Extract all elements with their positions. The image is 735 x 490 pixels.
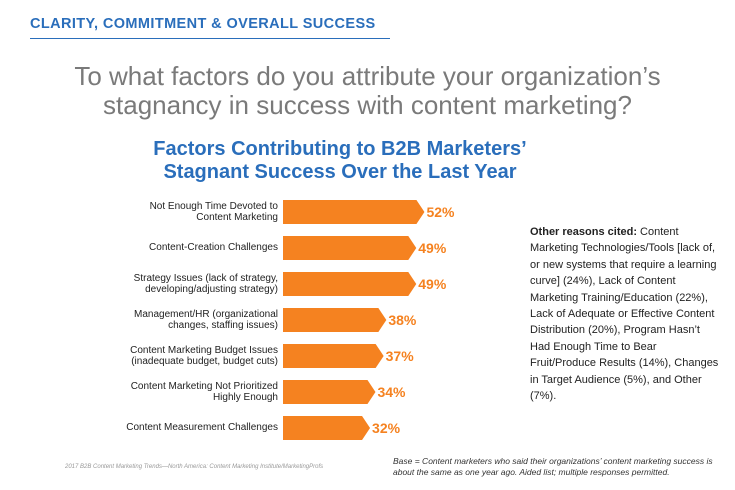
category-label: Strategy Issues (lack of strategy, devel… <box>133 272 278 296</box>
header: CLARITY, COMMITMENT & OVERALL SUCCESS <box>30 16 376 32</box>
value-label: 52% <box>426 204 455 220</box>
bar <box>283 308 387 332</box>
category-label: Not Enough Time Devoted to Content Marke… <box>149 200 278 224</box>
category-label: Content-Creation Challenges <box>149 242 278 253</box>
note-text: Content Marketing Technologies/Tools [la… <box>530 226 719 403</box>
value-label: 49% <box>418 240 447 256</box>
category-label: Content Marketing Budget Issues (inadequ… <box>130 344 278 368</box>
bar <box>283 272 417 296</box>
base-note: Base = Content marketers who said their … <box>393 456 713 477</box>
note-lead: Other reasons cited: <box>530 226 637 238</box>
bar <box>283 380 376 404</box>
bar <box>283 200 425 224</box>
value-label: 32% <box>372 420 401 436</box>
bar <box>283 416 371 440</box>
value-label: 34% <box>377 384 406 400</box>
category-label: Content Marketing Not Prioritized Highly… <box>130 380 278 404</box>
question: To what factors do you attribute your or… <box>74 61 661 120</box>
category-label: Content Measurement Challenges <box>126 422 278 433</box>
source: 2017 B2B Content Marketing Trends—North … <box>65 464 324 470</box>
category-label: Management/HR (organizational changes, s… <box>134 308 278 332</box>
chart-title: Factors Contributing to B2B Marketers’ S… <box>153 138 527 183</box>
value-label: 38% <box>388 312 417 328</box>
header-rule <box>30 38 390 39</box>
value-label: 37% <box>386 348 415 364</box>
bar <box>283 236 417 260</box>
value-label: 49% <box>418 276 447 292</box>
note: Other reasons cited: Content Marketing T… <box>530 224 720 404</box>
bar <box>283 344 384 368</box>
